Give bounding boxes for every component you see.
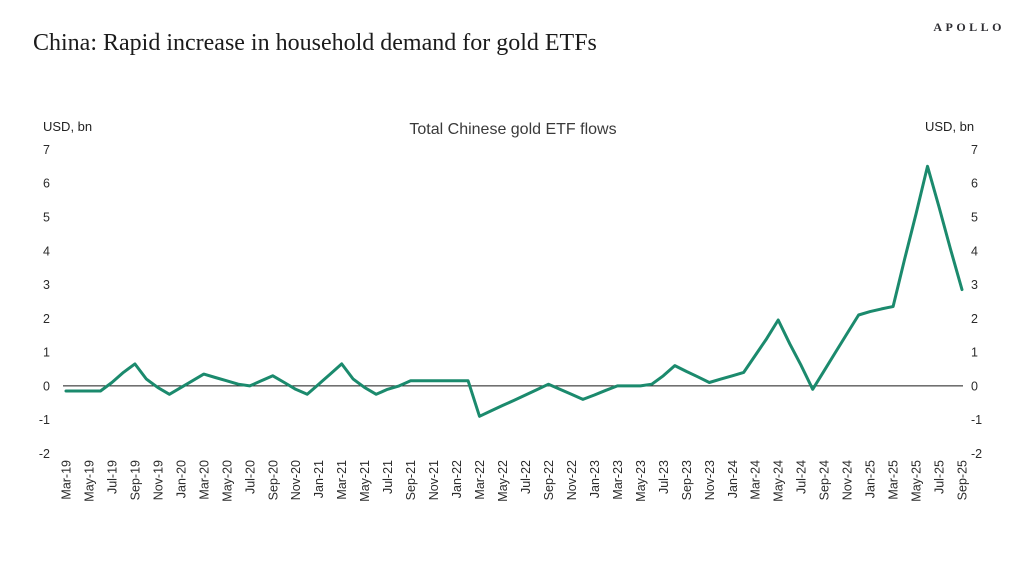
x-tick-label: Sep-19 xyxy=(128,460,142,500)
x-tick-label: Jul-23 xyxy=(657,460,671,494)
x-tick-label: Jan-24 xyxy=(726,460,740,498)
x-tick-label: Sep-25 xyxy=(956,460,970,500)
y-tick-label: 2 xyxy=(43,312,50,326)
x-tick-label: Sep-20 xyxy=(266,460,280,500)
x-tick-label: Mar-25 xyxy=(887,460,901,500)
x-tick-label: May-25 xyxy=(910,460,924,502)
x-tick-label: May-21 xyxy=(358,460,372,502)
x-tick-label: Nov-23 xyxy=(703,460,717,500)
x-tick-label: Jul-20 xyxy=(243,460,257,494)
x-tick-label: Jul-24 xyxy=(795,460,809,494)
y-tick-label: 3 xyxy=(43,278,50,292)
y-tick-label: -1 xyxy=(39,413,50,427)
y-tick-label: 0 xyxy=(971,379,978,393)
x-tick-label: May-19 xyxy=(82,460,96,502)
y-tick-label: 1 xyxy=(43,346,50,360)
x-tick-label: Jan-21 xyxy=(312,460,326,498)
x-tick-label: Jul-22 xyxy=(519,460,533,494)
y-tick-label: -2 xyxy=(971,447,982,461)
x-tick-label: Jul-21 xyxy=(381,460,395,494)
x-tick-label: Jan-22 xyxy=(450,460,464,498)
y-tick-label: 7 xyxy=(971,143,978,157)
apollo-logo: APOLLO xyxy=(933,20,1005,34)
y-axis-ticks-left: 7 6 5 4 3 2 1 0 -1 -2 xyxy=(39,143,50,461)
y-tick-label: 7 xyxy=(43,143,50,157)
y-tick-label: 2 xyxy=(971,312,978,326)
y-tick-label: 5 xyxy=(43,211,50,225)
x-tick-label: Nov-21 xyxy=(427,460,441,500)
y-tick-label: 5 xyxy=(971,211,978,225)
x-tick-label: Jan-25 xyxy=(864,460,878,498)
x-tick-label: May-20 xyxy=(220,460,234,502)
x-tick-label: Jan-23 xyxy=(588,460,602,498)
x-tick-label: Sep-24 xyxy=(818,460,832,500)
chart-title: Total Chinese gold ETF flows xyxy=(409,121,617,138)
x-tick-label: Mar-21 xyxy=(335,460,349,500)
x-tick-label: May-22 xyxy=(496,460,510,502)
x-tick-label: Nov-22 xyxy=(565,460,579,500)
x-tick-label: May-23 xyxy=(634,460,648,502)
x-tick-label: Mar-19 xyxy=(60,460,74,500)
y-axis-unit-left: USD, bn xyxy=(43,119,93,134)
x-tick-label: May-24 xyxy=(772,460,786,502)
x-tick-label: Jul-25 xyxy=(933,460,947,494)
x-tick-label: Nov-20 xyxy=(289,460,303,500)
y-tick-label: 4 xyxy=(43,244,50,258)
x-tick-label: Nov-19 xyxy=(151,460,165,500)
x-tick-label: Sep-23 xyxy=(680,460,694,500)
x-tick-label: Mar-20 xyxy=(197,460,211,500)
gold-etf-flows-line xyxy=(64,164,964,418)
x-tick-label: Sep-21 xyxy=(404,460,418,500)
y-tick-label: 3 xyxy=(971,278,978,292)
x-tick-label: Mar-23 xyxy=(611,460,625,500)
y-tick-label: 0 xyxy=(43,379,50,393)
x-axis-ticks: Mar-19 May-19 Jul-19 Sep-19 Nov-19 Jan-20 Mar-… xyxy=(60,460,970,502)
x-tick-label: Sep-22 xyxy=(542,460,556,500)
x-tick-label: Jul-19 xyxy=(105,460,119,494)
y-tick-label: 6 xyxy=(43,177,50,191)
y-tick-label: -2 xyxy=(39,447,50,461)
x-tick-label: Mar-24 xyxy=(749,460,763,500)
x-tick-label: Mar-22 xyxy=(473,460,487,500)
y-tick-label: 1 xyxy=(971,346,978,360)
y-axis-unit-right: USD, bn xyxy=(925,119,975,134)
y-tick-label: 6 xyxy=(971,177,978,191)
x-tick-label: Nov-24 xyxy=(841,460,855,500)
y-tick-label: -1 xyxy=(971,413,982,427)
x-tick-label: Jan-20 xyxy=(174,460,188,498)
y-axis-ticks-right: 7 6 5 4 3 2 1 0 -1 -2 xyxy=(971,143,982,461)
y-tick-label: 4 xyxy=(971,244,978,258)
page-title: China: Rapid increase in household deman… xyxy=(33,30,597,56)
